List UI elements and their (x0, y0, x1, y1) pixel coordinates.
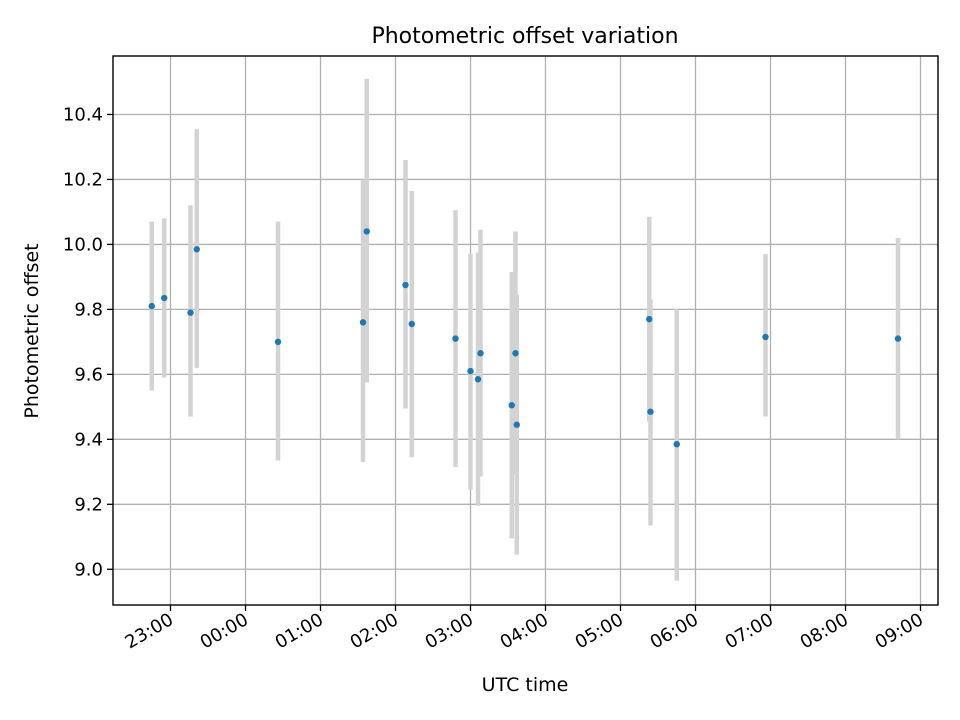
y-tick-label: 10.2 (63, 169, 103, 190)
data-point (513, 421, 520, 428)
y-tick-label: 9.8 (74, 299, 103, 320)
data-point (762, 333, 769, 341)
data-point (894, 335, 902, 342)
y-tick-label: 10.0 (63, 234, 103, 255)
y-axis-label: Photometric offset (21, 243, 43, 418)
data-point (363, 228, 370, 235)
data-point (408, 320, 415, 328)
data-point (402, 281, 409, 289)
plot-frame (112, 55, 939, 606)
chart-title: Photometric offset variation (371, 24, 678, 49)
y-tick-label: 9.2 (74, 494, 103, 515)
grid-lines (113, 56, 938, 605)
data-point (274, 338, 282, 346)
data-point (187, 309, 194, 316)
data-point (161, 294, 168, 302)
y-tick-label: 9.4 (74, 429, 103, 450)
data-point (148, 302, 155, 310)
data-point (508, 402, 515, 409)
data-points (148, 228, 902, 448)
data-point (452, 335, 459, 342)
data-point (512, 350, 519, 357)
data-point (359, 319, 367, 326)
y-tick-label: 9.6 (74, 364, 103, 385)
data-point (467, 367, 474, 375)
y-tick-label: 10.4 (63, 104, 103, 125)
data-point (477, 350, 484, 357)
data-point (647, 408, 654, 415)
y-tick-label: 9.0 (74, 559, 103, 580)
x-axis-label: UTC time (482, 674, 569, 696)
data-point (474, 376, 482, 383)
data-point (673, 440, 680, 448)
data-point (646, 315, 653, 323)
data-point (193, 246, 200, 253)
